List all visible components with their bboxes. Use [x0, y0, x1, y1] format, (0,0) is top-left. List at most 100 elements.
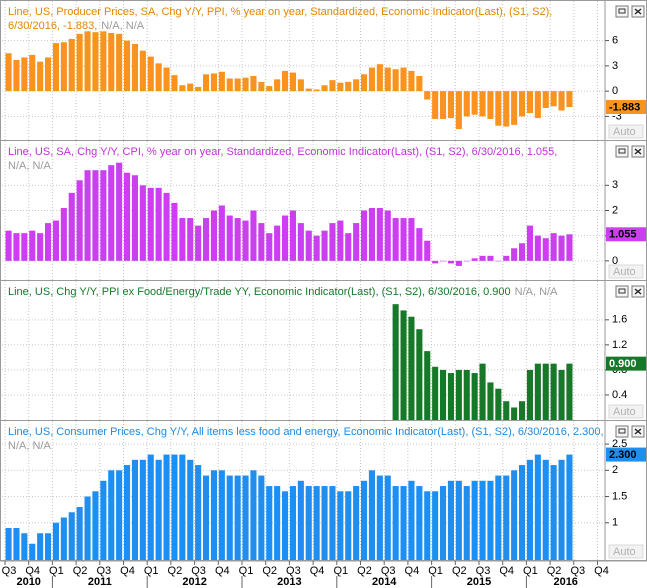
bar [440, 486, 447, 560]
bar [511, 91, 518, 125]
bar [392, 304, 399, 420]
bar [345, 233, 352, 261]
bar [242, 77, 249, 92]
auto-label: Auto [613, 126, 636, 138]
bar [218, 71, 225, 92]
bar [60, 207, 67, 261]
bar [274, 486, 281, 560]
maximize-button [615, 285, 629, 298]
x-tick-label: Q3 [476, 565, 491, 577]
bar [289, 72, 296, 92]
x-tick-label: Q1 [239, 565, 254, 577]
x-tick-label: Q4 [310, 565, 325, 577]
bar [92, 491, 99, 560]
bar [305, 88, 312, 92]
bar [416, 228, 423, 261]
y-tick-label: -3 [612, 110, 622, 122]
maximize-icon [618, 428, 626, 434]
bar [131, 459, 138, 560]
bar [100, 480, 107, 560]
bar [84, 496, 91, 560]
maximize-icon [618, 288, 626, 294]
panel-title: Line, US, SA, Chg Y/Y, CPI, % year on ye… [8, 146, 557, 158]
bar [305, 230, 312, 261]
x-tick-label: Q4 [215, 565, 230, 577]
bar [226, 475, 233, 560]
bar [45, 223, 52, 261]
bar [526, 225, 533, 261]
bar [187, 83, 194, 92]
bar [384, 67, 391, 92]
bar [495, 475, 502, 560]
bar [503, 401, 510, 420]
bar [463, 260, 470, 262]
close-icon [634, 8, 642, 15]
year-label: 2012 [182, 576, 206, 588]
bar [376, 64, 383, 92]
bar [139, 50, 146, 92]
bar [116, 162, 123, 261]
bar [305, 486, 312, 560]
bar [408, 70, 415, 92]
last-value-box [606, 227, 646, 242]
y-tick-label: 3 [612, 179, 618, 191]
bar [242, 220, 249, 261]
bar [13, 528, 20, 560]
status-label: N/A, N/A [101, 20, 144, 32]
bar [511, 407, 518, 420]
bar [408, 316, 415, 420]
y-tick-label: 3 [612, 60, 618, 72]
bar [503, 91, 510, 127]
last-value-box [606, 356, 646, 371]
bar [226, 215, 233, 261]
bar [368, 67, 375, 92]
bar [108, 470, 115, 560]
bar [210, 470, 217, 560]
bar [479, 91, 486, 117]
panel: 6 3 0 -3 Line, US, Producer Prices, SA, Chg … [0, 0, 647, 141]
bar [550, 465, 557, 560]
y-tick-label: 0 [612, 255, 618, 267]
bar [92, 170, 99, 261]
bar [131, 43, 138, 92]
bar [519, 465, 526, 560]
bar [321, 85, 328, 92]
bar [463, 91, 470, 117]
x-tick-label: Q1 [523, 565, 538, 577]
bar [234, 218, 241, 261]
x-tick-label: Q2 [452, 565, 467, 577]
bar [179, 85, 186, 92]
bar [550, 91, 557, 107]
bar [45, 533, 52, 560]
bar [353, 223, 360, 261]
bar [447, 91, 454, 119]
panel-title: Line, US, Producer Prices, SA, Chg Y/Y, … [8, 6, 552, 18]
bar [218, 205, 225, 261]
status-label: N/A, N/A [8, 440, 51, 452]
bar [361, 480, 368, 560]
bar [376, 475, 383, 560]
bar [76, 33, 83, 92]
bar [187, 459, 194, 560]
status-label: N/A, N/A [515, 286, 558, 298]
auto-label: Auto [613, 266, 636, 278]
bar [400, 486, 407, 560]
bar [558, 459, 565, 560]
bar [384, 475, 391, 560]
bar [432, 491, 439, 560]
bar [266, 233, 273, 261]
x-tick-label: Q1 [428, 565, 443, 577]
bar [384, 210, 391, 261]
close-icon [634, 428, 642, 435]
bar [76, 507, 83, 560]
bar [440, 91, 447, 119]
bar [282, 215, 289, 261]
bar [37, 533, 44, 560]
bar [432, 366, 439, 420]
bar [337, 82, 344, 92]
bar [155, 187, 162, 261]
bar [258, 475, 265, 560]
bar [519, 401, 526, 420]
bar [289, 486, 296, 560]
bar [45, 57, 52, 92]
